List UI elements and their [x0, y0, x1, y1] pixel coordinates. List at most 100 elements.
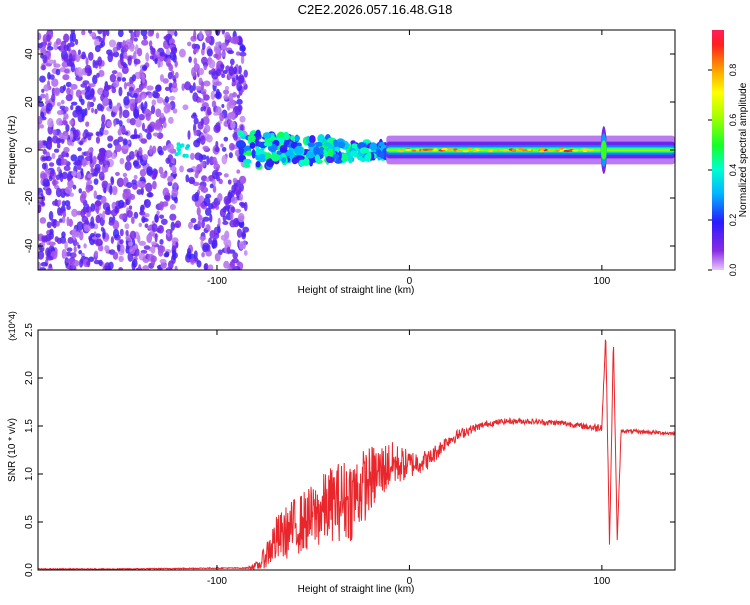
spectrogram-cell — [229, 219, 237, 228]
spectrogram-cell — [238, 74, 245, 84]
spectrogram-cell — [538, 149, 545, 153]
spectrogram-cell — [213, 44, 220, 54]
spectrogram-cell — [349, 150, 358, 157]
spectrogram-cell — [100, 105, 104, 112]
spectrogram-cell — [73, 245, 77, 253]
spectrogram-cell — [84, 108, 88, 116]
spectrogram-cell — [146, 166, 153, 177]
spectrogram-cell — [193, 30, 197, 40]
spectrogram-cell — [160, 263, 167, 269]
spectrogram-cell — [197, 121, 204, 130]
spectrogram-cell — [314, 154, 321, 163]
spectrogram-cell — [103, 187, 107, 194]
spectrogram-cell — [142, 34, 148, 40]
spectrogram-cell — [60, 236, 67, 244]
spectrogram-cell — [45, 255, 53, 261]
spectrogram-cell — [193, 139, 201, 148]
spectrogram-cell — [194, 256, 199, 262]
spectrogram-cell — [547, 149, 555, 152]
spectrogram-cell — [168, 116, 174, 125]
spectrogram-cell — [555, 149, 560, 152]
spectrogram-cell — [166, 143, 174, 153]
spectrogram-cell — [41, 64, 46, 71]
spectrogram-cell — [64, 200, 71, 207]
spectrogram-cell — [71, 228, 77, 239]
spectrogram-cell — [60, 138, 65, 144]
spectrogram-cell — [123, 81, 127, 90]
spectrogram-cell — [131, 31, 135, 42]
spectrogram-cell — [270, 154, 279, 160]
spectrogram-cell — [186, 168, 194, 173]
spectrogram-cell — [154, 233, 158, 243]
spectrogram-cell — [137, 264, 142, 270]
spectrogram-cell — [215, 122, 221, 132]
spectrogram-cell — [129, 246, 136, 255]
spectrogram-cell — [70, 104, 74, 111]
spectrogram-cell — [163, 35, 169, 40]
spectrogram-cell — [152, 132, 159, 137]
spectrogram-cell — [81, 30, 86, 36]
colorbar-ticks: 0.0 0.2 0.4 0.6 0.8 — [708, 64, 738, 276]
spectrogram-cell — [141, 39, 149, 46]
spectrogram-cell — [81, 51, 86, 60]
spectrogram-cell — [172, 53, 177, 63]
spectrogram-cell — [41, 201, 45, 206]
spectrogram-cell — [110, 236, 115, 244]
spectrogram-cell — [42, 54, 48, 64]
spectrogram-cell — [95, 136, 101, 144]
spectrogram-cell — [102, 88, 109, 99]
spectrogram-cell — [178, 48, 186, 58]
spectrogram-cell — [71, 101, 78, 106]
spectrogram-cell — [327, 148, 334, 157]
spectrogram-cell — [193, 117, 199, 125]
spectrogram-cell — [205, 36, 212, 44]
spectrogram-cell — [150, 104, 156, 115]
spectrogram-cell — [63, 44, 70, 51]
spectrogram-cell — [191, 67, 196, 77]
spectrogram-cell — [71, 208, 78, 217]
spectrogram-cell — [245, 150, 253, 156]
spectrogram-cell — [196, 206, 201, 216]
spectrogram-cell — [223, 260, 230, 269]
spectrogram-cell — [60, 158, 68, 166]
spectrogram-cell — [38, 204, 42, 214]
spectrogram-cell — [149, 145, 153, 155]
spectrogram-cell — [180, 143, 185, 148]
spectrogram-cell — [198, 68, 205, 76]
spectrogram-cell — [38, 115, 43, 125]
spectrogram-cell — [197, 220, 201, 227]
spectrogram-cell — [120, 55, 124, 65]
spectrogram-cell — [159, 74, 165, 82]
spectrogram-cell — [518, 147, 524, 151]
spectrogram-cell — [169, 38, 175, 46]
spectrogram-cell — [51, 152, 56, 159]
spectrogram-cell — [109, 185, 113, 195]
snr-y-tick-label: 1.5 — [24, 419, 35, 433]
spectrogram-cell — [202, 116, 210, 126]
spectrogram-cell — [64, 240, 68, 250]
spectrogram-cell — [140, 30, 148, 37]
spectrogram-cell — [98, 69, 105, 78]
spectrogram-cell — [78, 230, 84, 241]
spectrogram-cell — [146, 192, 154, 198]
spectrogram-cell — [40, 47, 47, 55]
spectrogram-cell — [95, 233, 101, 238]
spectrogram-cell — [239, 115, 246, 123]
spectrogram-y-tick-label: -20 — [24, 190, 35, 205]
spectrogram-cell — [114, 206, 120, 214]
spectrogram-cell — [158, 201, 165, 211]
spectrogram-cell — [212, 237, 218, 247]
spectrogram-cell — [40, 261, 48, 267]
spectrogram-cell — [455, 149, 463, 153]
spectrogram-cell — [119, 213, 126, 220]
spectrogram-cell — [74, 38, 79, 45]
spectrogram-cell — [106, 120, 112, 128]
spectrogram-cell — [46, 46, 54, 51]
spectrogram-cell — [221, 50, 226, 58]
spectrogram-cell — [101, 180, 109, 189]
spectrogram-cell — [128, 205, 133, 210]
spectrogram-cell — [208, 237, 213, 245]
spectrogram-cell — [92, 74, 98, 85]
spectrogram-cell — [118, 199, 125, 209]
spectrogram-cell — [75, 67, 83, 76]
